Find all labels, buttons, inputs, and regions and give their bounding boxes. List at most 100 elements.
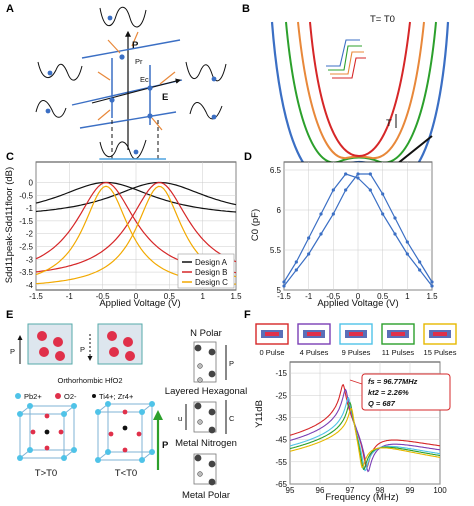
- chart-d-point: [418, 260, 422, 264]
- panel-d-chart: -1.5 -1 -0.5 0 0.5 1 1.5 5 5.5 6 6.5: [270, 161, 438, 301]
- chart-c-legend-label: Design A: [195, 258, 228, 267]
- panel-e-layered: Layered Hexagonal: [165, 386, 247, 397]
- metal-polar-structure: [193, 453, 217, 486]
- chart-d-point: [344, 188, 348, 192]
- chart-f-series-line: [289, 401, 441, 471]
- pulse-icon-electrode: [433, 332, 447, 336]
- chart-f-ytick-label: -65: [275, 480, 287, 489]
- metal-nitrogen-structure: u C: [178, 400, 235, 434]
- chart-f-xtick-label: 98: [376, 486, 385, 495]
- chart-c-ytick-label: -4: [26, 281, 34, 290]
- chart-f-ytick-label: -55: [275, 458, 287, 467]
- chart-d-point: [307, 236, 311, 240]
- chart-d-point: [282, 284, 286, 288]
- pulse-icon-electrode: [349, 332, 363, 336]
- chart-c-ytick-label: -3: [26, 255, 34, 264]
- panel-a-ec-symbol: Ec: [140, 75, 149, 84]
- panel-a-label: A: [6, 3, 14, 15]
- chart-d-point: [356, 172, 360, 176]
- chart-f-series-line: [289, 396, 441, 472]
- chart-c-ytick-label: 0: [29, 178, 34, 187]
- chart-d-xtick-label: -1: [305, 292, 313, 301]
- panel-c-ylabel: Sdd11peak-Sdd11floor (dB): [4, 167, 15, 283]
- chart-d-point: [356, 176, 360, 180]
- pulse-legend-label: 11 Pulses: [382, 348, 415, 357]
- pulse-icon-electrode: [307, 332, 321, 336]
- chart-c-ytick-label: -2.5: [19, 242, 33, 251]
- chart-f-ytick-label: -15: [275, 369, 287, 378]
- chart-d-point: [405, 240, 409, 244]
- chart-d-point: [282, 280, 286, 284]
- n-polar-structure: P: [193, 341, 234, 383]
- panel-e-n-polar: N Polar: [190, 328, 222, 339]
- chart-c-ytick-label: -3.5: [19, 268, 33, 277]
- ion-pb-dot: [15, 393, 21, 399]
- pulse-legend-label: 9 Pulses: [342, 348, 371, 357]
- chart-c-xtick-label: -1: [66, 292, 74, 301]
- tetragonal-cell-low-t: [95, 401, 155, 463]
- chart-d-point: [294, 260, 298, 264]
- chart-c-legend-label: Design C: [195, 278, 228, 287]
- chart-c-xtick-label: 1: [200, 292, 205, 301]
- chart-c-xtick-label: -1.5: [29, 292, 43, 301]
- chart-d-point: [368, 188, 372, 192]
- chart-f-xtick-label: 99: [406, 486, 415, 495]
- ion-o-dot: [55, 393, 61, 399]
- pulse-legend-label: 15 Pulses: [424, 348, 457, 357]
- panel-f-label: F: [244, 309, 251, 321]
- panel-e-metal-nitrogen: Metal Nitrogen: [175, 438, 237, 449]
- chart-d-point: [430, 284, 434, 288]
- chart-c-ytick-label: -1: [26, 204, 34, 213]
- panel-a-e-symbol: E: [162, 92, 168, 103]
- chart-f-ytick-label: -35: [275, 413, 287, 422]
- chart-d-point: [344, 172, 348, 176]
- chart-d-xtick-label: 1: [405, 292, 410, 301]
- panel-e-p-left1: P: [10, 347, 15, 356]
- ion-o-label: O2-: [64, 392, 77, 401]
- panel-b-label: B: [242, 3, 250, 15]
- panel-d-ylabel: C0 (pF): [250, 209, 261, 241]
- chart-f-series-line: [289, 388, 441, 473]
- chart-d-xtick-label: 0: [356, 292, 361, 301]
- chart-c-ytick-label: -1.5: [19, 217, 33, 226]
- panel-e-p-left2: P: [80, 345, 85, 354]
- chart-c-xtick-label: 0.5: [164, 292, 176, 301]
- panel-e-metal-polar: Metal Polar: [182, 490, 230, 501]
- chart-d-point: [331, 212, 335, 216]
- panel-d-label: D: [244, 151, 252, 163]
- chart-d-point: [368, 172, 372, 176]
- chart-d-point: [331, 188, 335, 192]
- chart-d-ytick-label: 5.5: [270, 246, 282, 255]
- panel-c-xlabel: Applied Voltage (V): [99, 298, 180, 309]
- panel-f-annotation: fs = 96.77MHz kt2 = 2.26% Q = 687: [349, 373, 451, 411]
- chart-d-ytick-label: 6: [277, 206, 282, 215]
- panel-e-ortho-caption: Orthorhombic HfO2: [57, 376, 122, 385]
- chart-d-point: [393, 232, 397, 236]
- chart-d-ytick-label: 5: [277, 286, 282, 295]
- pulse-legend-label: 0 Pulse: [259, 348, 284, 357]
- panel-e-crystal-structures: P P Orthorhombic HfO2 Pb2+ O2- Ti4+; Zr4…: [10, 323, 247, 501]
- chart-f-xtick-label: 95: [286, 486, 295, 495]
- ion-pb-label: Pb2+: [24, 392, 42, 401]
- panel-d-xlabel: Applied Voltage (V): [317, 298, 398, 309]
- panel-e-p-side: P: [229, 359, 234, 368]
- chart-c-series-line: [35, 181, 237, 213]
- chart-d-ytick-label: 6.5: [270, 166, 282, 175]
- chart-d-point: [430, 280, 434, 284]
- panel-b-temp-label: T= T0: [370, 14, 395, 25]
- ion-ti-label: Ti4+; Zr4+: [99, 392, 134, 401]
- chart-d-point: [307, 252, 311, 256]
- panel-f-xlabel: Frequency (MHz): [325, 492, 398, 503]
- chart-d-point: [294, 268, 298, 272]
- chart-d-point: [418, 268, 422, 272]
- annot-q: Q = 687: [368, 399, 396, 408]
- panel-c-label: C: [6, 151, 14, 163]
- cubic-cell-high-t: [17, 403, 77, 461]
- chart-f-ytick-label: -45: [275, 436, 287, 445]
- chart-c-ytick-label: -2: [26, 230, 34, 239]
- chart-d-point: [405, 252, 409, 256]
- chart-c-xtick-label: -0.5: [96, 292, 110, 301]
- ion-ti-dot: [92, 394, 96, 398]
- chart-d-point: [393, 216, 397, 220]
